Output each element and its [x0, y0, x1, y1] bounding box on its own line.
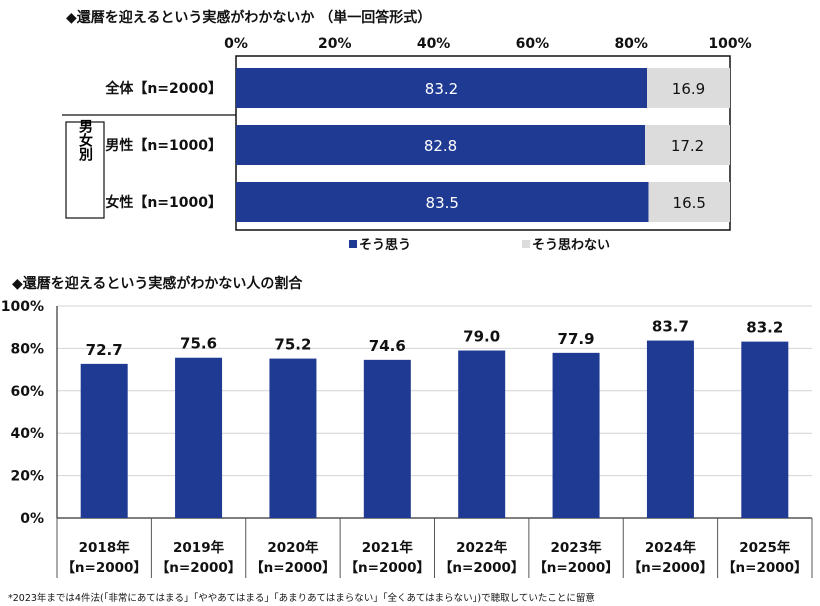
chart1-data-label: 82.8 — [424, 137, 457, 155]
chart2-category-n: 【n=2000】 — [345, 560, 431, 576]
chart2-y-tick-label: 40% — [10, 426, 44, 442]
chart2-data-label: 72.7 — [86, 341, 123, 359]
chart1-legend-label: そう思わない — [532, 238, 610, 253]
chart2-category-label: 2025年 — [739, 539, 791, 556]
chart1-data-label: 16.5 — [673, 194, 706, 212]
chart2-data-label: 83.7 — [652, 318, 689, 336]
chart2-category-n: 【n=2000】 — [628, 560, 714, 576]
chart1-category-label: 女性【n=1000】 — [105, 194, 222, 211]
chart1-bar-segment — [236, 182, 649, 222]
chart1-x-tick-label: 0% — [224, 36, 248, 52]
chart2-data-label: 75.6 — [180, 335, 217, 353]
chart1-data-label: 17.2 — [671, 137, 704, 155]
chart2-categories: 2018年【n=2000】 2019年【n=2000】 2020年【n=2000】 2… — [61, 539, 807, 576]
chart1-bar-segment — [645, 125, 730, 165]
chart1-x-tick-label: 100% — [708, 36, 751, 52]
chart2-bar — [741, 341, 789, 518]
chart2-data-label: 79.0 — [463, 328, 500, 346]
chart2-title: ◆還暦を迎えるという実感がわかない人の割合 — [12, 275, 303, 292]
chart2-y-tick-label: 0% — [20, 511, 44, 527]
chart1-category-label: 男性【n=1000】 — [105, 137, 222, 154]
chart2-y-tick-label: 100% — [1, 299, 44, 315]
chart2-bar — [269, 358, 317, 518]
chart1-bar-segment — [236, 68, 648, 108]
chart2-y-ticks: 0% 20% 40% 60% 80% 100% — [1, 299, 44, 527]
gender-group-label: 男女別 — [77, 119, 94, 162]
chart2-category-label: 2021年 — [362, 539, 414, 556]
chart1-x-tick-label: 60% — [516, 36, 550, 52]
chart2-category-n: 【n=2000】 — [722, 560, 808, 576]
chart1-data-label: 16.9 — [672, 80, 705, 98]
chart2-y-tick-label: 20% — [10, 469, 44, 485]
chart1-bar-segment — [236, 125, 646, 165]
chart2-category-n: 【n=2000】 — [250, 560, 336, 576]
chart2-category-label: 2018年 — [79, 539, 131, 556]
chart1-x-tick-label: 20% — [318, 36, 352, 52]
chart1-category-label: 全体【n=2000】 — [104, 80, 222, 97]
chart1-data-label: 83.5 — [426, 194, 459, 212]
chart1-x-tick-label: 80% — [614, 36, 648, 52]
chart2-category-label: 2019年 — [173, 539, 225, 556]
chart1-bar-segment — [648, 182, 730, 222]
chart1-bar-segment — [647, 68, 730, 108]
gender-group-box — [65, 121, 105, 219]
chart2-bar — [363, 359, 411, 518]
chart2-category-label: 2024年 — [645, 539, 697, 556]
chart2-category-n: 【n=2000】 — [156, 560, 242, 576]
chart2-category-label: 2023年 — [551, 539, 603, 556]
chart1-categories: 全体【n=2000】男性【n=1000】女性【n=1000】 — [104, 80, 222, 211]
chart2-category-label: 2020年 — [267, 539, 319, 556]
chart2-bar — [80, 363, 128, 518]
chart2-category-n: 【n=2000】 — [439, 560, 525, 576]
chart2-data-labels: 72.7 75.6 75.2 74.6 79.0 77.9 83.7 83.2 — [86, 318, 784, 359]
chart2-gridlines — [56, 305, 813, 578]
chart2-category-n: 【n=2000】 — [61, 560, 147, 576]
chart2-bar — [552, 352, 600, 518]
chart1-data-label: 83.2 — [425, 80, 458, 98]
chart1-legend: そう思う そう思わない — [349, 238, 610, 253]
chart2-data-label: 75.2 — [274, 336, 311, 354]
chart2-data-label: 77.9 — [558, 330, 595, 348]
chart2-bar — [646, 340, 694, 518]
chart1-title: ◆還暦を迎えるという実感がわかないか （単一回答形式） — [66, 9, 431, 26]
chart2-bars — [80, 340, 789, 518]
chart1-x-ticks: 0% 20% 40% 60% 80% 100% — [224, 36, 752, 52]
footnote: *2023年までは4件法(「非常にあてはまる」「ややあてはまる」「あまりあてはま… — [8, 592, 595, 604]
chart1-legend-swatch — [349, 240, 357, 248]
chart2-bar — [458, 350, 506, 518]
chart2-category-label: 2022年 — [456, 539, 508, 556]
chart1-bars: 83.2 16.9 82.8 17.2 83.5 16.5 — [236, 68, 730, 222]
chart2-data-label: 83.2 — [746, 319, 783, 337]
chart1-x-tick-label: 40% — [417, 36, 451, 52]
chart2-y-tick-label: 80% — [10, 341, 44, 357]
chart2-category-n: 【n=2000】 — [533, 560, 619, 576]
chart1-legend-label: そう思う — [359, 238, 411, 253]
chart2-data-label: 74.6 — [369, 337, 406, 355]
chart2-bar — [175, 357, 223, 518]
chart1-legend-swatch — [522, 240, 530, 248]
chart2-y-tick-label: 60% — [10, 384, 44, 400]
